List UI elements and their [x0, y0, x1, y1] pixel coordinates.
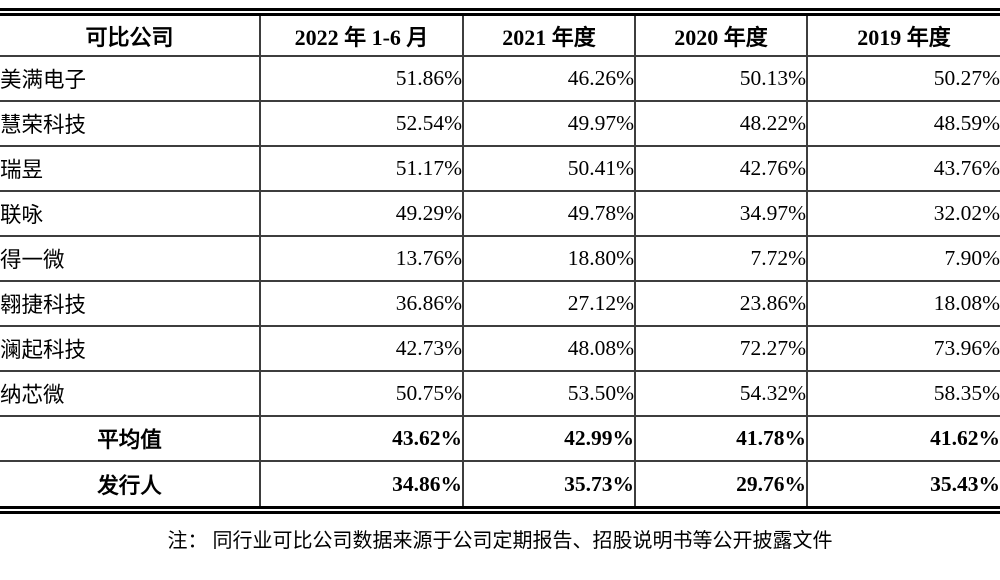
value-cell: 42.73%: [259, 326, 463, 372]
value-cell: 48.08%: [462, 326, 635, 372]
value-cell: 50.13%: [634, 56, 807, 102]
company-cell: 慧荣科技: [0, 101, 260, 147]
table-row: 美满电子 51.86% 46.26% 50.13% 50.27%: [0, 56, 1000, 102]
value-cell: 23.86%: [634, 281, 807, 327]
table-row: 纳芯微 50.75% 53.50% 54.32% 58.35%: [0, 371, 1000, 417]
value-cell: 50.41%: [462, 146, 635, 192]
value-cell: 53.50%: [462, 371, 635, 417]
value-cell: 43.76%: [806, 146, 1000, 192]
value-cell: 46.26%: [462, 56, 635, 102]
value-cell: 7.72%: [634, 236, 807, 282]
table-row: 澜起科技 42.73% 48.08% 72.27% 73.96%: [0, 326, 1000, 372]
company-cell: 纳芯微: [0, 371, 260, 417]
watermark-url-text: zhidx.com: [879, 561, 970, 572]
header-cell-2019: 2019 年度: [806, 16, 1000, 57]
company-cell: 美满电子: [0, 56, 260, 102]
value-cell: 13.76%: [259, 236, 463, 282]
value-cell: 49.29%: [259, 191, 463, 237]
value-cell: 58.35%: [806, 371, 1000, 417]
header-cell-2021: 2021 年度: [462, 16, 635, 57]
value-cell: 34.97%: [634, 191, 807, 237]
company-cell: 澜起科技: [0, 326, 260, 372]
header-cell-2020: 2020 年度: [634, 16, 807, 57]
value-cell: 50.27%: [806, 56, 1000, 102]
value-cell: 35.43%: [806, 461, 1000, 506]
value-cell: 35.73%: [462, 461, 635, 506]
value-cell: 36.86%: [259, 281, 463, 327]
value-cell: 41.78%: [634, 416, 807, 462]
comparable-companies-table-wrap: 可比公司 2022 年 1-6 月 2021 年度 2020 年度 2019 年…: [0, 8, 1000, 514]
value-cell: 18.80%: [462, 236, 635, 282]
value-cell: 51.86%: [259, 56, 463, 102]
value-cell: 48.22%: [634, 101, 807, 147]
value-cell: 51.17%: [259, 146, 463, 192]
table-row: 得一微 13.76% 18.80% 7.72% 7.90%: [0, 236, 1000, 282]
value-cell: 43.62%: [259, 416, 463, 462]
average-label-cell: 平均值: [0, 416, 260, 462]
value-cell: 18.08%: [806, 281, 1000, 327]
header-row: 可比公司 2022 年 1-6 月 2021 年度 2020 年度 2019 年…: [0, 16, 1000, 57]
company-cell: 联咏: [0, 191, 260, 237]
value-cell: 29.76%: [634, 461, 807, 506]
issuer-label-cell: 发行人: [97, 473, 162, 498]
value-cell: 27.12%: [462, 281, 635, 327]
value-cell: 7.90%: [806, 236, 1000, 282]
company-cell: 翱捷科技: [0, 281, 260, 327]
table-row: 瑞昱 51.17% 50.41% 42.76% 43.76%: [0, 146, 1000, 192]
value-cell: 52.54%: [259, 101, 463, 147]
footnote: 注： 同行业可比公司数据来源于公司定期报告、招股说明书等公开披露文件: [167, 530, 833, 552]
company-cell: 得一微: [0, 236, 260, 282]
table-row: 联咏 49.29% 49.78% 34.97% 32.02%: [0, 191, 1000, 237]
value-cell: 50.75%: [259, 371, 463, 417]
value-cell: 34.86%: [259, 461, 463, 506]
header-cell-2022h1: 2022 年 1-6 月: [259, 16, 463, 57]
value-cell: 42.76%: [634, 146, 807, 192]
header-cell-company: 可比公司: [0, 16, 260, 57]
table-row: 慧荣科技 52.54% 49.97% 48.22% 48.59%: [0, 101, 1000, 147]
value-cell: 41.62%: [806, 416, 1000, 462]
table-row-average: 平均值 43.62% 42.99% 41.78% 41.62%: [0, 416, 1000, 462]
value-cell: 48.59%: [806, 101, 1000, 147]
value-cell: 54.32%: [634, 371, 807, 417]
value-cell: 42.99%: [462, 416, 635, 462]
value-cell: 32.02%: [806, 191, 1000, 237]
value-cell: 49.78%: [462, 191, 635, 237]
value-cell: 73.96%: [806, 326, 1000, 372]
comparable-companies-table: 可比公司 2022 年 1-6 月 2021 年度 2020 年度 2019 年…: [0, 16, 1000, 506]
value-cell: 72.27%: [634, 326, 807, 372]
table-row-issuer: 发行人 34.86% 35.73% 29.76% 35.43%: [0, 461, 1000, 506]
table-row: 翱捷科技 36.86% 27.12% 23.86% 18.08%: [0, 281, 1000, 327]
company-cell: 瑞昱: [0, 146, 260, 192]
value-cell: 49.97%: [462, 101, 635, 147]
